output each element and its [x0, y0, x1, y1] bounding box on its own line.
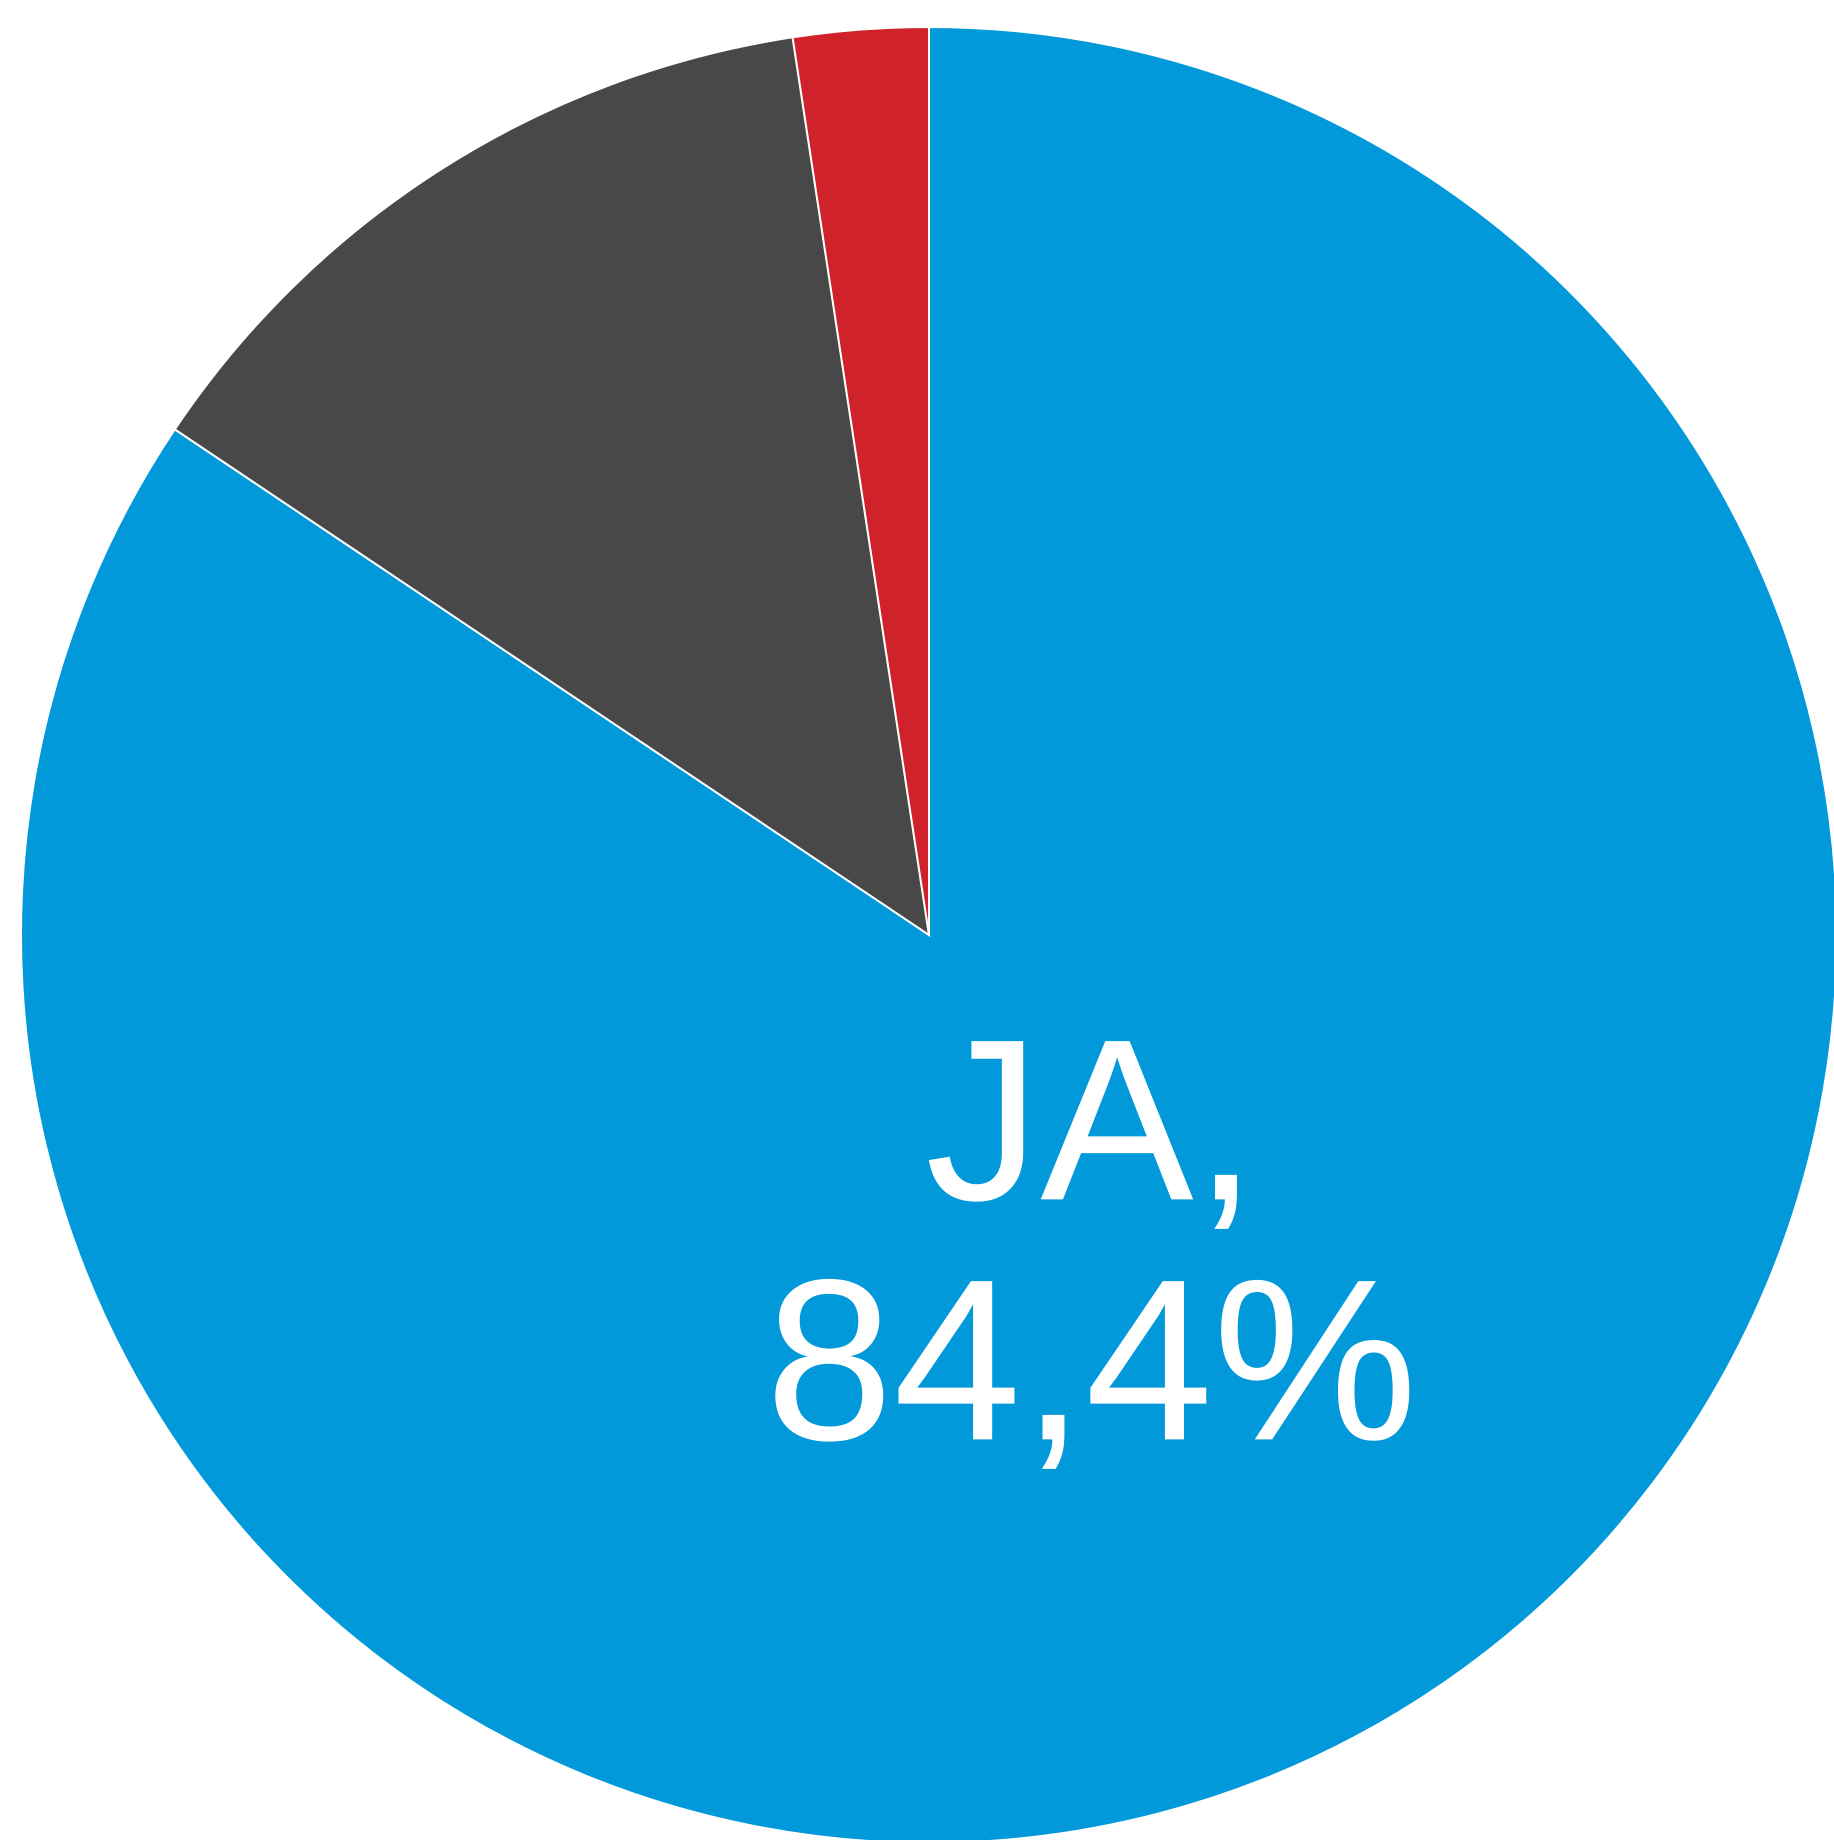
pie-slice — [791, 25, 930, 936]
slice-value-label: 84,4% — [765, 1231, 1417, 1488]
pie-slice — [20, 25, 1834, 1840]
slice-label: JA, — [925, 991, 1257, 1248]
pie-slice — [173, 36, 931, 938]
